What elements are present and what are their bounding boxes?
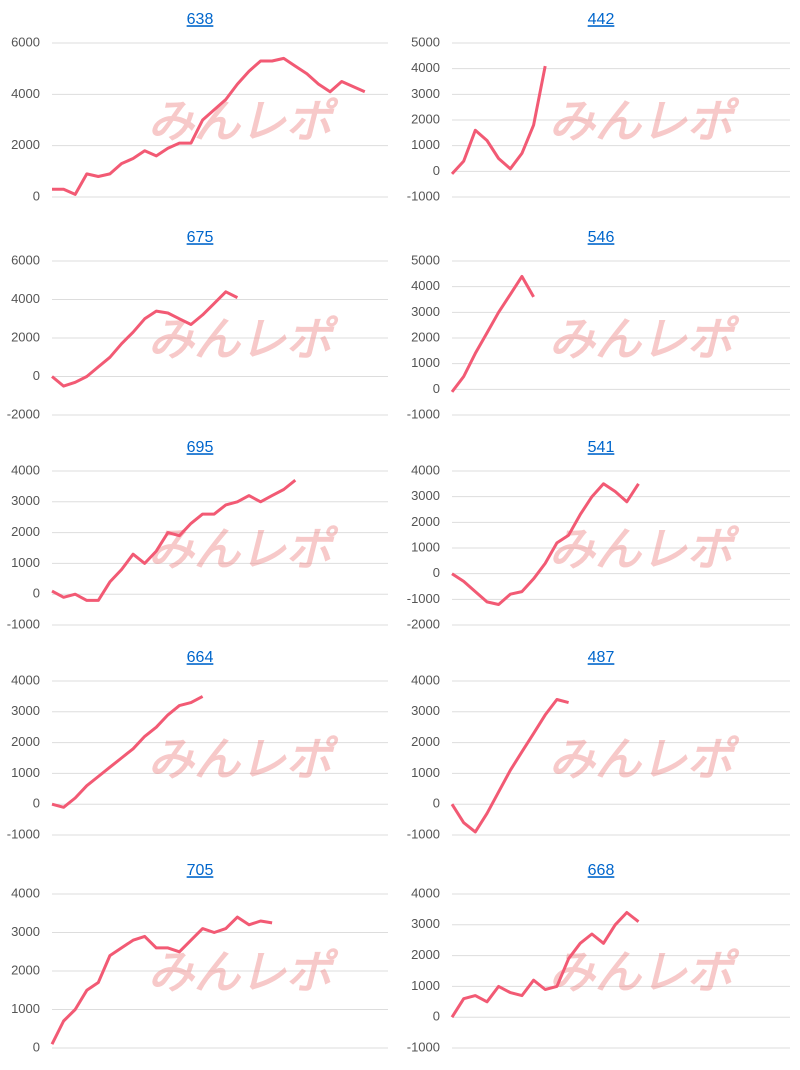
y-tick-label: 2000 [411,514,440,529]
y-tick-label: 0 [33,188,40,203]
y-tick-label: 0 [433,381,440,396]
y-tick-label: 4000 [411,885,440,900]
y-tick-label: 0 [33,586,40,601]
watermark: みんレポ [549,733,740,785]
watermark: みんレポ [148,946,339,998]
data-line [51,290,239,388]
y-tick-label: 4000 [11,672,40,687]
y-tick-label: 2000 [11,329,40,344]
chart-title[interactable]: 695 [187,439,214,456]
y-tick-label: 2000 [411,734,440,749]
watermark: みんレポ [549,523,740,575]
y-tick-label: -1000 [7,616,40,631]
y-tick-label: 4000 [11,462,40,477]
y-tick-label: 3000 [411,488,440,503]
data-line [52,56,366,196]
y-tick-label: 2000 [11,137,40,152]
data-line [451,482,640,606]
y-tick-label: 4000 [411,672,440,687]
watermark: みんレポ [549,313,740,365]
y-tick-label: 6000 [11,34,40,49]
y-tick-label: 3000 [11,493,40,508]
y-tick-label: 4000 [411,278,440,293]
watermark: みんレポ [148,523,339,575]
chart-title[interactable]: 442 [588,11,615,28]
data-line [51,479,297,602]
y-tick-label: 2000 [11,734,40,749]
y-tick-label: -1000 [407,826,440,841]
y-tick-label: -1000 [407,591,440,606]
chart-title[interactable]: 638 [187,11,214,28]
y-tick-label: 1000 [411,137,440,152]
y-tick-label: 3000 [11,924,40,939]
data-line [450,911,640,1019]
y-tick-label: 4000 [411,60,440,75]
y-tick-label: 2000 [11,962,40,977]
y-tick-label: 1000 [411,765,440,780]
chart-title[interactable]: 705 [187,862,214,879]
data-line [450,65,547,175]
y-tick-label: 1000 [11,555,40,570]
chart-title[interactable]: 546 [588,229,615,246]
data-line [50,915,273,1045]
chart-title[interactable]: 675 [187,229,214,246]
y-tick-label: 2000 [411,111,440,126]
y-tick-label: 0 [33,796,40,811]
chart-title[interactable]: 541 [588,439,615,456]
y-tick-label: 2000 [411,947,440,962]
y-tick-label: 3000 [411,916,440,931]
y-tick-label: -1000 [407,406,440,421]
y-tick-label: 4000 [11,86,40,101]
chart-title[interactable]: 664 [187,649,214,666]
y-tick-label: 1000 [411,539,440,554]
watermark: みんレポ [549,946,740,998]
y-tick-label: 0 [433,1009,440,1024]
y-tick-label: 5000 [411,34,440,49]
y-tick-label: 0 [433,163,440,178]
y-tick-label: -2000 [7,406,40,421]
data-line [450,274,535,393]
data-line [450,698,569,834]
y-tick-label: 4000 [11,291,40,306]
y-tick-label: 0 [433,796,440,811]
data-line [51,695,204,809]
chart-title[interactable]: 487 [588,649,615,666]
y-tick-label: 3000 [11,703,40,718]
y-tick-label: 0 [33,1039,40,1054]
chart-title[interactable]: 668 [588,862,615,879]
y-tick-label: 2000 [11,524,40,539]
y-tick-label: 1000 [11,1001,40,1016]
watermark: みんレポ [549,95,740,147]
y-tick-label: 0 [433,565,440,580]
y-tick-label: 0 [33,368,40,383]
y-tick-label: 3000 [411,86,440,101]
y-tick-label: 1000 [411,355,440,370]
y-tick-label: -1000 [407,188,440,203]
y-tick-label: 1000 [11,765,40,780]
y-tick-label: 3000 [411,703,440,718]
y-tick-label: 6000 [11,252,40,267]
y-tick-label: -1000 [407,1039,440,1054]
y-tick-label: -1000 [7,826,40,841]
y-tick-label: 2000 [411,329,440,344]
y-tick-label: 5000 [411,252,440,267]
watermark: みんレポ [148,95,339,147]
watermark: みんレポ [148,313,339,365]
y-tick-label: 1000 [411,978,440,993]
y-tick-label: 4000 [11,885,40,900]
watermark: みんレポ [148,733,339,785]
y-tick-label: 4000 [411,462,440,477]
y-tick-label: 3000 [411,304,440,319]
y-tick-label: -2000 [407,616,440,631]
